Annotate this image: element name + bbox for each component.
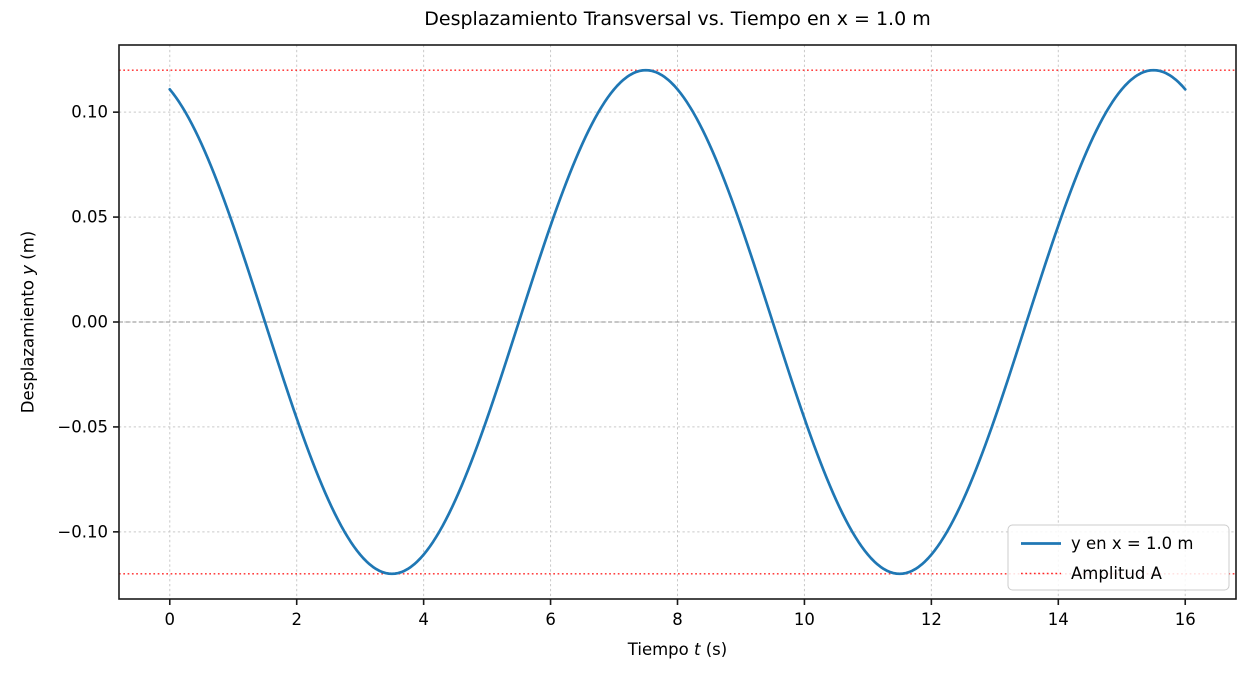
y-axis-label: Desplazamiento y (m): [19, 231, 38, 413]
y-axis-label-var: y: [18, 264, 38, 275]
data-line: [168, 68, 1187, 576]
x-axis-label-pre: Tiempo: [627, 640, 694, 659]
legend-box: [1007, 524, 1230, 591]
x-tick-label: 16: [1175, 610, 1196, 629]
x-tick-label: 12: [921, 610, 942, 629]
y-axis-label-pre: Desplazamiento: [18, 274, 38, 414]
legend-label: Amplitud A: [1071, 564, 1163, 583]
y-axis-label-post: (m): [18, 230, 38, 265]
x-tick-label: 10: [794, 610, 815, 629]
chart-title: Desplazamiento Transversal vs. Tiempo en…: [424, 8, 931, 30]
y-tick-label: 0.00: [71, 313, 108, 332]
y-tick-label: 0.05: [71, 208, 108, 227]
legend-label: y en x = 1.0 m: [1071, 534, 1194, 553]
x-axis-label-var: t: [694, 640, 701, 659]
y-tick-label: −0.10: [57, 522, 108, 541]
x-axis-label: Tiempo t (s): [119, 640, 1236, 659]
x-tick-label: 2: [291, 610, 302, 629]
y-tick-label: −0.05: [57, 417, 108, 436]
y-tick-label: 0.10: [71, 103, 108, 122]
x-tick-label: 4: [418, 610, 429, 629]
x-tick-label: 6: [545, 610, 556, 629]
x-tick-label: 14: [1048, 610, 1069, 629]
x-axis-label-post: (s): [700, 640, 728, 659]
x-tick-label: 0: [165, 610, 176, 629]
x-tick-label: 8: [672, 610, 683, 629]
